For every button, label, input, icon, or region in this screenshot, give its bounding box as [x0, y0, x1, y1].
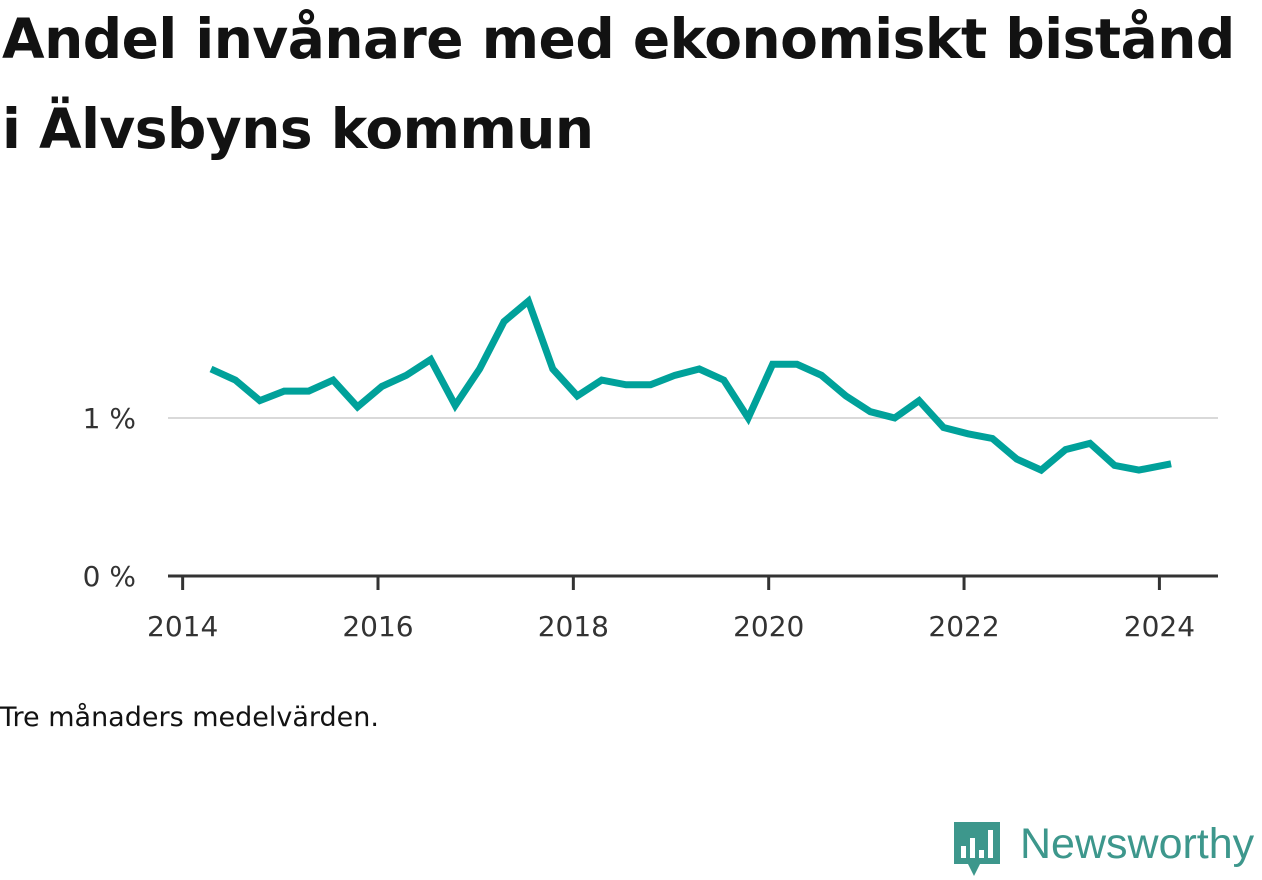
series-layer — [209, 295, 1172, 475]
x-tick-label: 2022 — [928, 610, 999, 643]
x-tick-label: 2024 — [1124, 610, 1195, 643]
bar-chart-badge-icon — [954, 822, 1000, 876]
chart-title: Andel invånare med ekonomiskt bistånd i … — [2, 7, 1235, 161]
x-axis: 2014 2016 2018 2020 2022 2024 — [147, 574, 1218, 643]
line-chart: 2014 2016 2018 2020 2022 2024 0 % 1 % — [83, 295, 1218, 643]
x-tick-label: 2014 — [147, 610, 218, 643]
brand-logo[interactable]: Newsworthy — [950, 818, 1260, 880]
y-axis: 0 % 1 % — [83, 402, 136, 593]
x-tick-label: 2018 — [538, 610, 609, 643]
brand-name: Newsworthy — [1020, 820, 1255, 868]
y-tick-label: 0 % — [83, 560, 136, 593]
y-tick-label: 1 % — [83, 402, 136, 435]
chart-note: Tre månaders medelvärden. — [0, 702, 379, 733]
x-tick-label: 2020 — [733, 610, 804, 643]
series-line — [209, 295, 1172, 475]
x-tick-label: 2016 — [342, 610, 413, 643]
